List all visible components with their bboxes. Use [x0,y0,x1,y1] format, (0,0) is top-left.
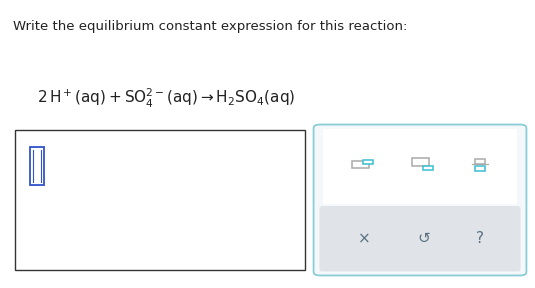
Text: Write the equilibrium constant expression for this reaction:: Write the equilibrium constant expressio… [13,20,408,33]
Text: ↺: ↺ [418,231,430,246]
Text: ?: ? [476,231,484,246]
Text: $\rm 2\,H^+(aq)+SO_4^{2-}(aq) \rightarrow H_2SO_4(aq)$: $\rm 2\,H^+(aq)+SO_4^{2-}(aq) \rightarro… [37,86,296,110]
Text: ×: × [357,231,370,246]
